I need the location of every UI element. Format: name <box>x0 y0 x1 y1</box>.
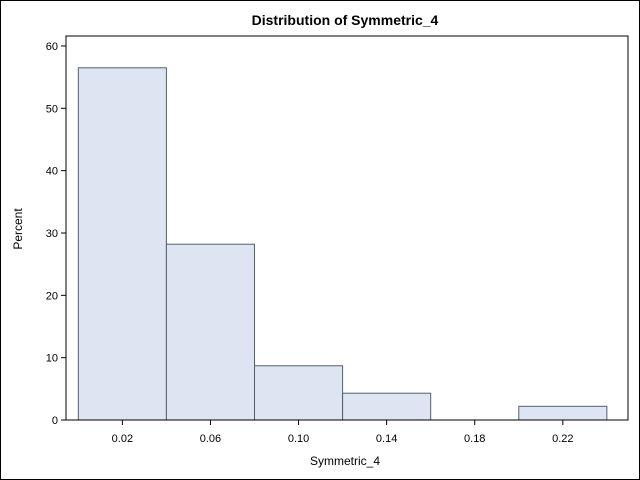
y-tick-label: 10 <box>46 353 58 365</box>
x-tick-label: 0.22 <box>552 433 573 445</box>
y-tick-label: 40 <box>46 166 58 178</box>
y-tick-label: 50 <box>46 103 58 115</box>
y-tick-label: 0 <box>52 415 58 427</box>
x-axis: 0.02 0.06 0.10 0.14 0.18 0.22 <box>112 420 574 445</box>
y-axis: 0 10 20 30 40 50 60 <box>46 41 66 427</box>
x-tick-label: 0.18 <box>464 433 485 445</box>
x-tick-label: 0.02 <box>112 433 133 445</box>
chart-title: Distribution of Symmetric_4 <box>252 12 439 28</box>
histogram-bar-2 <box>254 365 344 421</box>
histogram-bar-5 <box>518 405 608 421</box>
histogram-bar-0 <box>77 67 167 421</box>
bars-group <box>77 67 608 421</box>
x-axis-label: Symmetric_4 <box>310 454 380 468</box>
y-axis-label: Percent <box>11 208 25 250</box>
x-tick-label: 0.06 <box>200 433 221 445</box>
x-tick-label: 0.14 <box>376 433 397 445</box>
y-tick-label: 20 <box>46 290 58 302</box>
x-tick-label: 0.10 <box>288 433 309 445</box>
y-tick-label: 30 <box>46 228 58 240</box>
histogram-bar-1 <box>165 243 256 421</box>
y-tick-label: 60 <box>46 41 58 53</box>
plot-area <box>65 35 629 421</box>
histogram-bar-3 <box>342 392 432 421</box>
